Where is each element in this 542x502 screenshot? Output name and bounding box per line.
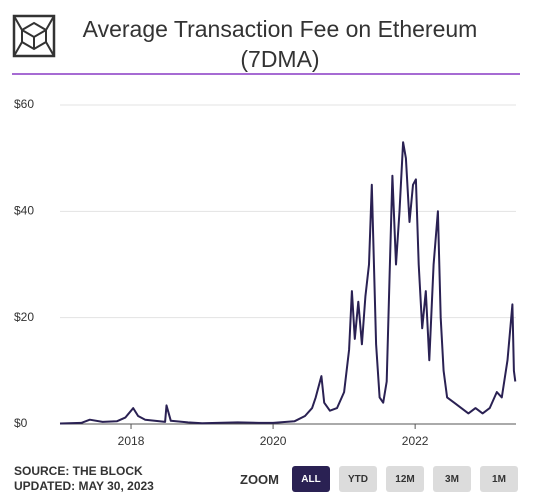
y-tick-label: $0	[14, 416, 28, 430]
title-rule	[12, 73, 520, 75]
updated: UPDATED: MAY 30, 2023	[14, 479, 154, 493]
logo	[12, 14, 56, 58]
x-tick-label: 2018	[118, 434, 145, 448]
y-tick-label: $20	[14, 310, 34, 324]
zoom-button[interactable]: 12M	[386, 466, 424, 492]
zoom-button[interactable]: 1M	[480, 466, 518, 492]
zoom-bar: ZOOM ALL YTD 12M 3M 1M	[240, 466, 518, 492]
line	[59, 141, 517, 425]
footer: SOURCE: THE BLOCK UPDATED: MAY 30, 2023	[14, 464, 154, 494]
zoom-button[interactable]: YTD	[339, 466, 377, 492]
y-tick-label: $60	[14, 97, 34, 111]
zoom-button[interactable]: ALL	[292, 466, 330, 492]
x-tick-label: 2020	[260, 434, 287, 448]
chart: $0 $20 $40 $60 2018 2020 2022	[14, 97, 517, 448]
y-tick-label: $40	[14, 204, 34, 218]
source: SOURCE: THE BLOCK	[14, 464, 143, 478]
x-tick-label: 2022	[402, 434, 429, 448]
zoom-label: ZOOM	[240, 471, 279, 487]
chart-title: Average Transaction Fee on Ethereum (7DM…	[82, 16, 478, 72]
zoom-button[interactable]: 3M	[433, 466, 471, 492]
